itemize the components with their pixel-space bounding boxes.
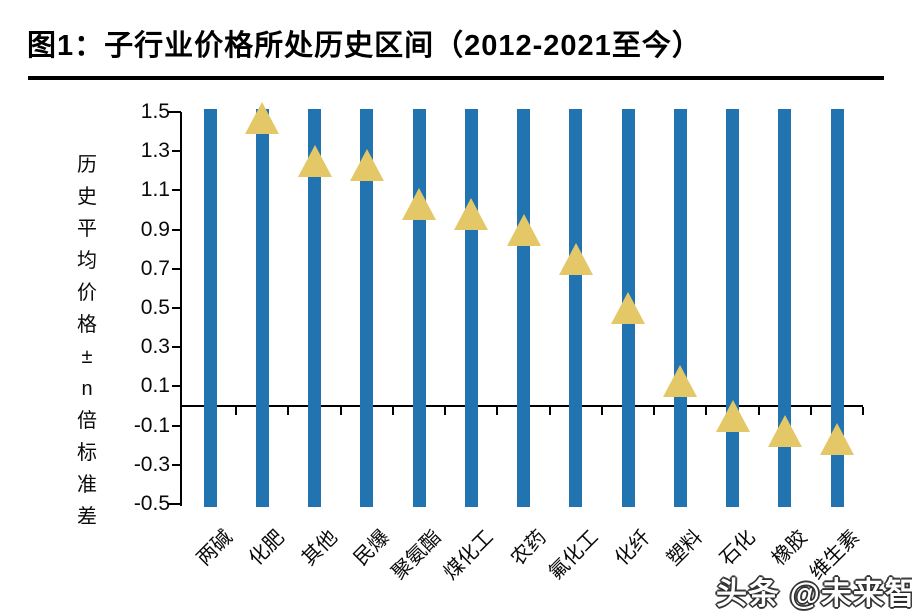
x-axis-tick [444, 407, 446, 415]
y-tick-label: -0.3 [133, 452, 170, 476]
y-axis-title-char: 准 [77, 474, 97, 496]
range-bar [308, 109, 321, 507]
y-axis-tick [172, 228, 181, 231]
y-axis-title-char: 史 [77, 186, 97, 208]
y-axis-tick [172, 346, 181, 349]
range-bar [413, 109, 426, 507]
range-bar [517, 109, 530, 507]
current-value-marker [298, 145, 332, 177]
y-axis-tick [168, 503, 181, 505]
x-category-label: 聚氨酯 [387, 526, 446, 585]
chart-plot-area: 1.5 1.3 1.1 0.9 0.7 0.5 0.3 0.1 -0.1 -0.3 -0.5 历史平均… [0, 84, 912, 584]
y-axis-title-char: n [81, 378, 93, 400]
y-tick-label: 1.1 [140, 178, 170, 202]
y-tick-label: 1.3 [140, 139, 170, 163]
range-bar [360, 109, 373, 507]
current-value-marker [611, 292, 645, 324]
range-bar [465, 109, 478, 507]
watermark: 头条 @未来智库 [716, 576, 912, 611]
x-category-label: 化纤 [610, 526, 655, 571]
range-bar [778, 109, 791, 507]
current-value-marker [507, 214, 541, 246]
range-bar [674, 109, 687, 507]
current-value-marker [663, 365, 697, 397]
y-axis-tick [172, 385, 181, 388]
current-value-marker [820, 423, 854, 455]
y-axis-tick [172, 463, 181, 466]
x-axis-tick [287, 407, 289, 415]
y-axis-line [180, 112, 182, 506]
x-category-label: 化肥 [245, 526, 290, 571]
y-axis-tick [172, 307, 181, 309]
y-tick-label: 1.5 [140, 100, 170, 123]
y-axis-tick [172, 150, 181, 153]
x-axis-tick [601, 407, 603, 415]
current-value-marker [350, 149, 384, 181]
y-axis-title-char: 价 [77, 282, 97, 304]
range-bar [726, 109, 739, 507]
y-axis-title-char: 格 [77, 314, 97, 336]
y-axis-title-char: 均 [77, 250, 97, 272]
chart-title: 图1：子行业价格所处历史区间（2012-2021至今） [27, 30, 702, 62]
x-axis-tick [340, 407, 342, 415]
y-axis-tick [168, 111, 181, 113]
range-bar [256, 109, 269, 507]
y-axis-title-char: 平 [77, 218, 97, 240]
y-axis-tick [172, 189, 181, 192]
current-value-marker [559, 243, 593, 275]
y-axis-title-char: 倍 [77, 410, 97, 432]
y-axis-tick [172, 267, 181, 270]
x-category-label: 氟化工 [544, 526, 603, 585]
x-axis-tick [862, 407, 864, 415]
x-category-label: 两碱 [192, 526, 237, 571]
x-category-label: 煤化工 [440, 526, 499, 585]
range-bar [831, 109, 844, 507]
current-value-marker [454, 198, 488, 230]
y-tick-label: -0.5 [133, 492, 170, 515]
x-axis-tick [653, 407, 655, 415]
x-axis-tick [705, 407, 707, 415]
y-tick-label: 0.9 [140, 217, 170, 241]
y-axis-title-char: 标 [77, 442, 97, 464]
current-value-marker [402, 188, 436, 220]
y-axis-title-char: ± [81, 346, 93, 368]
x-axis-tick [810, 407, 812, 415]
x-category-label: 塑料 [663, 526, 708, 571]
x-axis-tick [549, 407, 551, 415]
x-category-label: 石化 [715, 526, 760, 571]
y-axis-tick [172, 424, 181, 427]
title-divider [28, 76, 884, 80]
x-category-label: 其他 [297, 526, 342, 571]
range-bar [204, 109, 217, 507]
x-axis-tick [235, 407, 237, 415]
x-axis-tick [758, 407, 760, 415]
y-tick-label: 0.7 [140, 256, 170, 280]
current-value-marker [716, 400, 750, 432]
y-axis-title-char: 差 [77, 506, 97, 528]
x-axis-tick [392, 407, 394, 415]
y-tick-label: -0.1 [133, 413, 170, 437]
current-value-marker [245, 102, 279, 134]
y-axis-title-char: 历 [77, 154, 97, 176]
y-tick-label: 0.5 [140, 296, 170, 319]
range-bar [569, 109, 582, 507]
y-tick-label: 0.3 [140, 335, 170, 359]
x-axis-tick [496, 407, 498, 415]
y-tick-label: 0.1 [140, 374, 170, 398]
current-value-marker [768, 415, 802, 447]
